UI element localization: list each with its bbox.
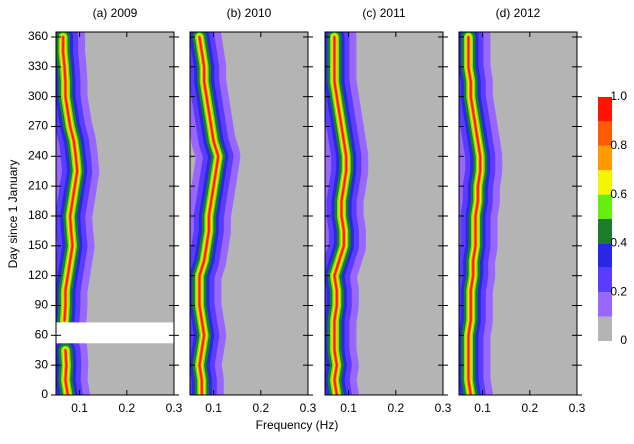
colorbar-level [598, 145, 612, 171]
y-axis-label: Day since 1 January [6, 160, 20, 269]
y-tick-label: 150 [28, 238, 48, 252]
y-tick-label: 330 [28, 59, 48, 73]
x-tick-label: 0.1 [205, 401, 222, 415]
y-tick-label: 60 [35, 328, 49, 342]
panel-frame [55, 31, 175, 396]
colorbar-tick-label: 0.8 [610, 138, 627, 152]
y-tick-label: 240 [28, 148, 48, 162]
colorbar-level [598, 267, 612, 293]
colorbar-level [598, 194, 612, 219]
colorbar-level [598, 292, 612, 317]
colorbar-tick-label: 0.6 [610, 187, 627, 201]
panel-frame [458, 31, 578, 396]
panel-ridge [459, 32, 503, 395]
x-tick-label: 0.3 [569, 401, 586, 415]
missing-data [56, 322, 174, 344]
panel-title: (a) 2009 [93, 6, 138, 20]
x-tick-label: 0.2 [387, 401, 404, 415]
colorbar-level [598, 316, 612, 341]
x-tick-label: 0.3 [300, 401, 317, 415]
y-tick-label: 30 [35, 357, 49, 371]
colorbar-level [598, 121, 612, 146]
colorbar-tick-label: 0.2 [610, 284, 627, 298]
x-tick-label: 0.3 [435, 401, 452, 415]
x-axis-label: Frequency (Hz) [256, 418, 339, 432]
colorbar-tick-label: 0 [620, 333, 627, 347]
panel-ridge [190, 32, 241, 395]
panel-title: (c) 2011 [362, 6, 405, 20]
x-tick-label: 0.1 [71, 401, 88, 415]
colorbar-level [598, 243, 612, 268]
y-tick-label: 210 [28, 178, 48, 192]
y-tick-label: 180 [28, 208, 48, 222]
ridge [62, 36, 78, 322]
y-tick-label: 270 [28, 119, 48, 133]
ridge [64, 349, 69, 395]
x-tick-label: 0.3 [166, 401, 183, 415]
x-tick-label: 0.2 [521, 401, 538, 415]
y-tick-label: 90 [35, 298, 49, 312]
ridge [467, 36, 481, 395]
panel-frame [324, 31, 444, 396]
colorbar-tick-label: 1.0 [610, 89, 627, 103]
y-tick-label: 120 [28, 268, 48, 282]
y-tick-label: 300 [28, 89, 48, 103]
panel-title: (b) 2010 [227, 6, 272, 20]
panel-ridge [56, 32, 100, 395]
y-tick-label: 0 [41, 387, 48, 401]
x-tick-label: 0.2 [252, 401, 269, 415]
colorbar-tick-label: 0.4 [610, 236, 627, 250]
x-tick-label: 0.2 [118, 401, 135, 415]
colorbar-level [598, 97, 612, 122]
x-tick-label: 0.1 [340, 401, 357, 415]
panel-ridge [325, 32, 369, 395]
panel-title: (d) 2012 [496, 6, 541, 20]
colorbar-level [598, 170, 612, 195]
ridge [198, 36, 220, 395]
y-tick-label: 360 [28, 29, 48, 43]
panel-frame [189, 31, 309, 396]
colorbar-level [598, 219, 612, 244]
ridge [333, 36, 347, 395]
x-tick-label: 0.1 [474, 401, 491, 415]
